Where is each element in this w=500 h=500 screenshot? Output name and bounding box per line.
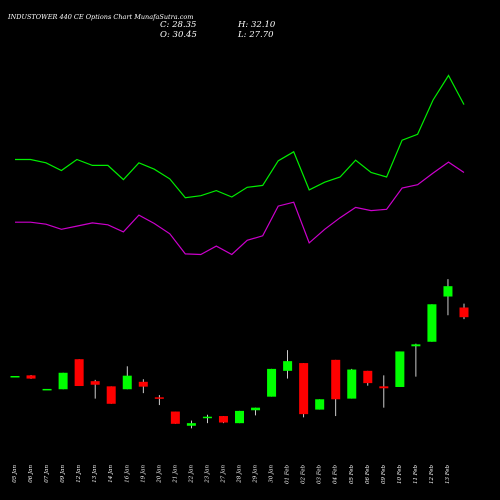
candle (106, 386, 116, 404)
candle (138, 379, 148, 394)
candle-body (347, 369, 357, 399)
candle-body (10, 376, 20, 378)
candle (58, 372, 68, 390)
candle (235, 410, 244, 424)
candle-body (154, 397, 164, 399)
x-tick-label: 01 Feb (285, 465, 291, 485)
candle (443, 279, 453, 316)
x-tick-label: 22 Jan (188, 465, 194, 484)
x-tick-label: 13 Jan (92, 465, 98, 483)
candle-body (443, 286, 453, 297)
candle (202, 414, 212, 424)
x-axis-labels: 05 Jan 06 Jan 07 Jan 09 Jan 12 Jan 13 Jan 14 J… (12, 465, 451, 485)
x-tick-label: 12 Jan (76, 465, 82, 483)
candle (331, 359, 341, 417)
x-tick-label: 19 Jan (140, 465, 146, 483)
x-tick-label: 09 Feb (381, 465, 387, 485)
x-tick-label: 28 Jan (237, 465, 243, 484)
x-tick-label: 30 Jan (269, 465, 275, 483)
candle (395, 351, 405, 387)
lower-band-line (15, 161, 465, 256)
candle-body (331, 359, 341, 400)
candle (315, 399, 325, 410)
candle (218, 416, 228, 424)
candle-body (283, 361, 293, 371)
candle-body (58, 372, 68, 390)
candle (90, 379, 100, 399)
x-tick-label: 12 Feb (429, 465, 435, 485)
candle (26, 375, 36, 379)
candle (74, 359, 84, 387)
candle (251, 407, 261, 416)
candle-body (363, 370, 373, 384)
x-tick-label: 23 Jan (204, 465, 210, 484)
candle (347, 368, 357, 399)
candle-body (235, 410, 244, 424)
x-tick-label: 06 Jan (28, 465, 34, 483)
open-label: O: 30.45 (160, 30, 197, 40)
candle (122, 366, 132, 390)
candle-body (74, 359, 84, 387)
candle (283, 350, 293, 379)
candle (170, 411, 180, 424)
x-tick-label: 10 Feb (397, 465, 403, 485)
candle (299, 363, 309, 418)
candle-body (42, 388, 52, 391)
bands-layer (15, 74, 465, 256)
candle-body (379, 386, 389, 389)
x-tick-label: 16 Jan (124, 465, 130, 483)
candle (411, 343, 421, 377)
high-label: H: 32.10 (237, 20, 276, 30)
x-tick-label: 21 Jan (172, 465, 178, 484)
candle-body (459, 307, 469, 318)
x-tick-label: 20 Jan (156, 465, 162, 484)
candle-body (202, 416, 212, 419)
candle-body (411, 344, 421, 347)
candle-body (395, 351, 405, 387)
candle-body (251, 407, 261, 411)
x-tick-label: 29 Jan (253, 465, 259, 484)
x-tick-label: 11 Feb (413, 465, 419, 485)
candle-body (90, 381, 100, 385)
candle (459, 303, 469, 320)
x-tick-label: 05 Feb (349, 465, 355, 485)
x-tick-label: 14 Jan (108, 465, 114, 483)
x-tick-label: 05 Jan (12, 465, 18, 483)
candle (186, 420, 196, 429)
chart-title: INDUSTOWER 440 CE Options Chart MunafaSu… (7, 13, 193, 21)
x-tick-label: 02 Feb (301, 465, 307, 485)
x-tick-label: 27 Jan (221, 465, 227, 484)
candle-body (218, 416, 228, 423)
candle (267, 368, 277, 397)
candle-body (267, 368, 277, 397)
candle-body (170, 411, 180, 424)
candle (10, 376, 20, 378)
candles-layer (10, 279, 469, 429)
x-tick-label: 07 Jan (44, 465, 50, 483)
candle-body (299, 363, 309, 415)
x-tick-label: 09 Jan (60, 465, 66, 483)
candle-body (26, 375, 36, 379)
candle (379, 375, 389, 408)
x-tick-label: 03 Feb (317, 465, 323, 485)
x-tick-label: 13 Feb (445, 465, 451, 485)
x-tick-label: 06 Feb (365, 465, 371, 485)
candle-body (427, 304, 437, 342)
candle-body (186, 423, 196, 426)
candle-body (315, 399, 325, 410)
candle (42, 388, 52, 391)
candle-body (122, 375, 132, 390)
candle (427, 304, 437, 342)
x-tick-label: 04 Feb (333, 465, 339, 485)
candle-body (106, 386, 116, 404)
candle-body (138, 381, 148, 387)
candle (154, 395, 164, 406)
close-label: C: 28.35 (160, 20, 196, 30)
upper-band-line (15, 74, 465, 199)
low-label: L: 27.70 (237, 30, 274, 40)
candle (363, 370, 373, 386)
